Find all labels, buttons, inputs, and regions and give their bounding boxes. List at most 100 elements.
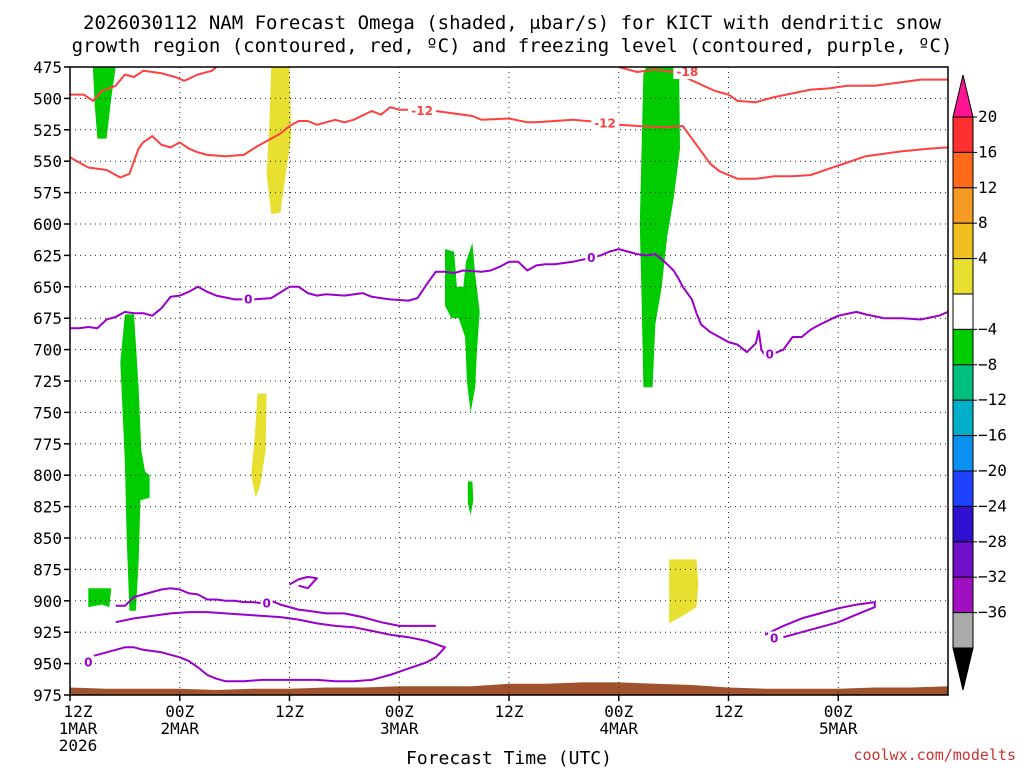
contour-label-7: 0 [262,596,270,610]
contour-label-8: 0 [84,655,92,669]
omega-region-8 [639,67,680,388]
contour-label-5: 0 [587,251,595,265]
colorbar: 20 16 12 8 4 −4 −8 −12 −16 −20 −24 −28 −32 −36 [952,74,1007,691]
y-tick-label-600: 600 [33,215,62,234]
y-tick-label-925: 925 [33,623,62,642]
x-tick-label-72-1: 12Z [714,702,743,721]
y-tick-label-575: 575 [33,184,62,203]
colorbar-label-5: 4 [978,249,988,268]
colorbar-label-14: −36 [978,603,1007,622]
y-tick-label-700: 700 [33,341,62,360]
y-tick-label-550: 550 [33,152,62,171]
contour-label-bg-3 [673,65,702,80]
colorbar-label-8: −12 [978,390,1007,409]
omega-region-4 [88,588,112,608]
contour-label-bg-6 [763,347,776,362]
y-tick-label-875: 875 [33,560,62,579]
colorbar-swatch-6 [952,293,974,330]
purple-contour-5 [764,601,876,639]
red-contour-1 [70,67,217,102]
y-tick-label-750: 750 [33,403,62,422]
contour-label-bg-9 [768,631,781,646]
colorbar-swatch-4 [952,222,974,260]
contour-labels: -12 -12 -18 0 0 0 0 0 0 [82,65,781,670]
contour-label-6: 0 [765,348,773,362]
omega-region-3 [120,314,150,611]
y-tick-label-500: 500 [33,89,62,108]
purple-contour-4 [289,575,318,590]
omega-region-5 [251,393,267,498]
y-tick-label-475: 475 [33,58,62,77]
omega-region-1 [92,67,116,139]
y-tick-label-525: 525 [33,121,62,140]
omega-region-2 [266,67,292,214]
terrain-fill [70,682,948,695]
x-axis-title: Forecast Time (UTC) [406,748,612,768]
colorbar-label-11: −24 [978,496,1007,515]
freezing-level-contours [70,248,948,683]
contour-label-2: -12 [594,117,616,131]
contour-label-bg-7 [260,596,273,611]
purple-contour-3 [88,611,446,683]
gridlines [70,67,948,695]
x-tick-label-0-1: 12Z [64,702,93,721]
x-tick-label-84-2: 5MAR [819,719,858,738]
omega-shading [88,67,699,624]
colorbar-swatch-5 [952,258,974,295]
x-tick-label-36-2: 3MAR [380,719,419,738]
colorbar-label-9: −16 [978,426,1007,445]
colorbar-label-7: −8 [978,355,997,374]
red-contour-3 [70,106,948,180]
y-tick-label-825: 825 [33,498,62,517]
colorbar-label-6: −4 [978,319,997,338]
plot-frame [69,66,949,696]
contour-label-bg-8 [82,655,95,670]
colorbar-swatch-3 [952,187,974,224]
colorbar-swatch-9 [952,399,974,437]
x-tick-label-48-1: 12Z [495,702,524,721]
colorbar-label-3: 12 [978,178,997,197]
x-tick-label-12-2: 2MAR [160,719,199,738]
omega-region-6 [445,242,480,413]
contour-label-bg-1 [408,103,437,118]
colorbar-swatch-14 [952,576,974,614]
colorbar-swatch-13 [952,541,974,578]
terrain-area [70,682,948,695]
y-tick-label-625: 625 [33,246,62,265]
colorbar-label-4: 8 [978,213,988,232]
colorbar-swatch-8 [952,364,974,401]
colorbar-label-10: −20 [978,461,1007,480]
colorbar-top-triangle [952,74,974,118]
x-tick-label-24-1: 12Z [275,702,304,721]
colorbar-swatch-1 [952,116,974,153]
y-tick-label-775: 775 [33,435,62,454]
contour-label-9: 0 [770,631,778,645]
x-tick-label-0-2: 1MAR [59,719,98,738]
y-tick-label-675: 675 [33,309,62,328]
y-axis: 475 500 525 550 575 600 625 650 675 700 725 750 775 8… [33,58,70,705]
x-tick-label-12-1: 00Z [165,702,194,721]
colorbar-label-13: −32 [978,567,1007,586]
contour-label-4: 0 [244,292,252,306]
colorbar-swatch-12 [952,505,974,543]
credit-text: coolwx.com/modelts [853,746,1016,764]
colorbar-label-1: 20 [978,107,997,126]
x-tick-label-60-1: 00Z [604,702,633,721]
y-tick-label-975: 975 [33,686,62,705]
chart-title-line2: growth region (contoured, red, ºC) and f… [72,35,953,57]
y-tick-label-725: 725 [33,372,62,391]
colorbar-swatch-10 [952,435,974,472]
x-tick-label-60-2: 4MAR [599,719,638,738]
y-tick-label-650: 650 [33,278,62,297]
omega-region-7 [467,481,474,516]
y-tick-label-900: 900 [33,592,62,611]
purple-contour-2 [115,587,436,627]
contour-label-3: -18 [677,65,699,79]
contour-label-bg-5 [585,250,598,265]
omega-region-9 [669,559,699,624]
colorbar-label-2: 16 [978,142,997,161]
colorbar-swatch-7 [952,328,974,366]
y-tick-label-950: 950 [33,655,62,674]
